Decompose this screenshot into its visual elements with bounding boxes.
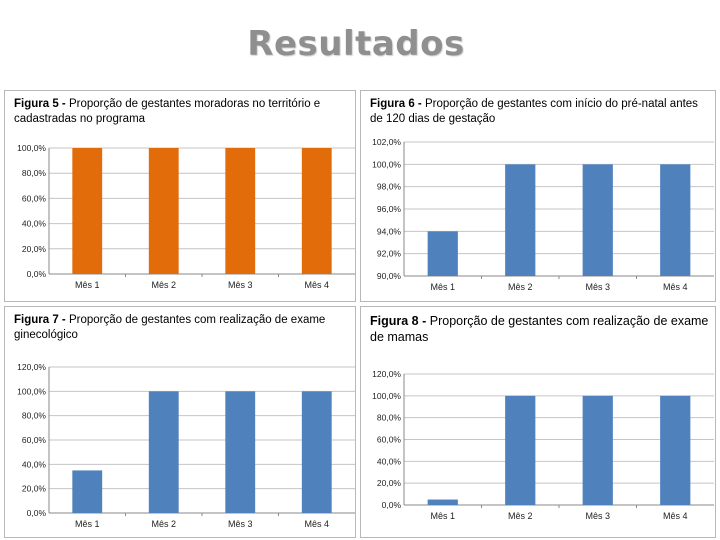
y-tick-label: 60,0% — [22, 193, 47, 203]
chart-panel-figure-6: Figura 6 - Proporção de gestantes com in… — [360, 90, 716, 302]
bar — [582, 164, 613, 276]
y-tick-label: 40,0% — [377, 456, 402, 466]
y-tick-label: 102,0% — [372, 137, 401, 147]
bar — [505, 164, 536, 276]
y-tick-label: 94,0% — [377, 226, 402, 236]
chart-panel-figure-5: Figura 5 - Proporção de gestantes morado… — [4, 90, 356, 302]
chart-title: Figura 6 - Proporção de gestantes com in… — [370, 97, 709, 127]
x-tick-label: Mês 4 — [663, 282, 688, 292]
bar — [148, 148, 179, 274]
y-tick-label: 0,0% — [27, 508, 47, 518]
bar-chart-figure-8: 0,0% 20,0% 40,0% 60,0% 80,0% 100,0% 120,0% Mês … — [372, 369, 714, 521]
x-tick-label: Mês 1 — [430, 511, 455, 521]
x-tick-label: Mês 2 — [151, 280, 176, 290]
figure-label: Figura 7 - — [14, 314, 66, 326]
y-tick-label: 20,0% — [22, 484, 47, 494]
bar — [505, 395, 536, 505]
bar-chart-figure-7: 0,0% 20,0% 40,0% 60,0% 80,0% 100,0% 120,0% Mês … — [17, 362, 355, 529]
y-tick-label: 100,0% — [372, 159, 401, 169]
x-tick-label: Mês 2 — [508, 511, 533, 521]
slide-title: Resultados — [247, 24, 465, 64]
x-tick-label: Mês 2 — [151, 519, 176, 529]
x-tick-label: Mês 4 — [304, 519, 329, 529]
bar — [225, 391, 256, 513]
chart-panel-figure-7: Figura 7 - Proporção de gestantes com re… — [4, 306, 356, 538]
x-tick-label: Mês 3 — [228, 280, 253, 290]
chart-title: Figura 8 - Proporção de gestantes com re… — [370, 313, 709, 345]
chart-panel-figure-8: Figura 8 - Proporção de gestantes com re… — [360, 306, 716, 538]
y-tick-label: 90,0% — [377, 271, 402, 281]
y-tick-label: 100,0% — [17, 143, 46, 153]
bar — [301, 391, 332, 513]
y-tick-label: 98,0% — [377, 182, 402, 192]
y-tick-label: 40,0% — [22, 219, 47, 229]
y-tick-label: 0,0% — [382, 500, 402, 510]
figure-caption: Proporção de gestantes moradoras no terr… — [14, 98, 321, 125]
y-tick-label: 40,0% — [22, 459, 47, 469]
y-tick-label: 120,0% — [372, 369, 401, 379]
x-tick-label: Mês 2 — [508, 282, 533, 292]
y-tick-label: 80,0% — [22, 411, 47, 421]
x-tick-label: Mês 1 — [75, 280, 100, 290]
x-tick-label: Mês 4 — [663, 511, 688, 521]
x-tick-label: Mês 3 — [585, 282, 610, 292]
figure-caption: Proporção de gestantes com realização de… — [370, 314, 709, 344]
y-tick-label: 20,0% — [22, 244, 47, 254]
y-tick-label: 96,0% — [377, 204, 402, 214]
figure-label: Figura 5 - — [14, 98, 66, 110]
bar-chart-figure-5: 0,0% 20,0% 40,0% 60,0% 80,0% 100,0% Mês 1 Mês 2… — [17, 143, 355, 290]
y-tick-label: 20,0% — [377, 478, 402, 488]
bar — [72, 470, 103, 513]
y-tick-label: 80,0% — [377, 413, 402, 423]
y-tick-label: 60,0% — [377, 435, 402, 445]
bar — [427, 231, 458, 276]
y-tick-label: 100,0% — [17, 386, 46, 396]
bar — [660, 164, 691, 276]
y-tick-label: 100,0% — [372, 391, 401, 401]
bar — [301, 148, 332, 274]
bar — [72, 148, 103, 274]
y-tick-label: 92,0% — [377, 249, 402, 259]
bar-chart-figure-6: 90,0% 92,0% 94,0% 96,0% 98,0% 100,0% 102,0% Mês… — [372, 137, 714, 292]
bar — [225, 148, 256, 274]
x-tick-label: Mês 1 — [430, 282, 455, 292]
figure-caption: Proporção de gestantes com início do pré… — [370, 98, 698, 125]
y-tick-label: 120,0% — [17, 362, 46, 372]
bar — [660, 395, 691, 505]
figure-label: Figura 6 - — [370, 98, 422, 110]
chart-title: Figura 5 - Proporção de gestantes morado… — [14, 97, 349, 127]
bar — [582, 395, 613, 505]
y-tick-label: 80,0% — [22, 168, 47, 178]
chart-title: Figura 7 - Proporção de gestantes com re… — [14, 313, 349, 343]
x-tick-label: Mês 1 — [75, 519, 100, 529]
x-tick-label: Mês 3 — [228, 519, 253, 529]
y-tick-label: 60,0% — [22, 435, 47, 445]
bar — [427, 499, 458, 505]
figure-label: Figura 8 - — [370, 314, 427, 328]
y-tick-label: 0,0% — [27, 269, 47, 279]
x-tick-label: Mês 4 — [304, 280, 329, 290]
figure-caption: Proporção de gestantes com realização de… — [14, 314, 326, 341]
bar — [148, 391, 179, 513]
x-tick-label: Mês 3 — [585, 511, 610, 521]
